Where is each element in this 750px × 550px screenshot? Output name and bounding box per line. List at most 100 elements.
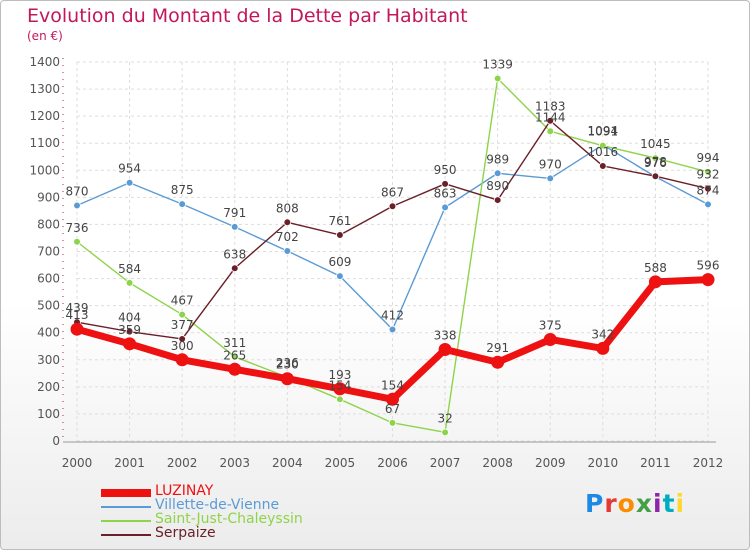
- data-point: [123, 337, 137, 351]
- legend-label: Villette-de-Vienne: [155, 497, 280, 513]
- y-tick-label: 1300: [29, 82, 60, 96]
- data-label: 342: [591, 327, 614, 341]
- data-label: 976: [644, 156, 667, 170]
- data-point: [336, 272, 344, 280]
- y-ticks: 0 100 200 300 400 500 600 700 800 900 1000 1100 1200…: [29, 55, 60, 448]
- data-label: 291: [486, 341, 509, 355]
- y-tick-label: 1100: [29, 136, 60, 150]
- data-label: 338: [434, 328, 457, 342]
- data-point: [336, 395, 344, 404]
- proxiti-logo: Proxiti: [585, 489, 685, 518]
- legend-swatch: [101, 534, 151, 536]
- data-point: [388, 202, 397, 211]
- x-tick-label: 2005: [325, 456, 356, 470]
- data-point: [493, 196, 502, 204]
- legend-label: Serpaize: [155, 525, 216, 541]
- data-point: [175, 353, 189, 367]
- data-point: [178, 200, 186, 208]
- x-tick-label: 2009: [535, 456, 566, 470]
- data-label: 154: [381, 378, 404, 392]
- x-tick-label: 2008: [482, 456, 513, 470]
- data-label: 791: [223, 206, 246, 220]
- x-tick-label: 2002: [167, 456, 198, 470]
- data-point: [441, 203, 449, 212]
- series-points: [70, 74, 715, 437]
- legend-swatch: [101, 520, 151, 522]
- data-point: [280, 372, 294, 386]
- data-label: 954: [118, 162, 141, 176]
- data-point: [493, 169, 502, 178]
- data-point: [333, 382, 347, 396]
- data-label: 989: [486, 152, 509, 166]
- y-tick-label: 300: [37, 353, 60, 367]
- data-label: 236: [276, 356, 299, 370]
- legend-swatch: [101, 489, 151, 497]
- y-tick-label: 1000: [29, 163, 60, 177]
- data-label: 736: [66, 221, 89, 235]
- y-tick-label: 500: [37, 299, 60, 313]
- data-label: 154: [328, 378, 351, 392]
- data-label: 67: [385, 402, 400, 416]
- data-point: [336, 231, 344, 239]
- logo-letter: i: [653, 489, 663, 518]
- x-tick-label: 2007: [430, 456, 461, 470]
- data-point: [596, 341, 610, 355]
- data-point: [491, 355, 505, 369]
- data-label: 870: [66, 184, 89, 198]
- data-label: 596: [697, 259, 720, 273]
- x-tick-label: 2011: [640, 456, 671, 470]
- data-point: [599, 162, 607, 170]
- legend-label: LUZINAY: [155, 483, 214, 499]
- data-label: 1091: [588, 125, 619, 139]
- logo-letter: x: [635, 489, 653, 518]
- x-tick-label: 2006: [377, 456, 408, 470]
- data-point: [388, 325, 397, 334]
- y-tick-label: 800: [37, 217, 60, 231]
- data-label: 404: [118, 311, 141, 325]
- data-point: [543, 332, 557, 346]
- data-label: 377: [171, 318, 194, 332]
- data-label: 584: [118, 262, 141, 276]
- data-label: 359: [118, 323, 141, 337]
- data-label: 230: [276, 358, 299, 372]
- data-point: [546, 174, 555, 183]
- data-point: [388, 419, 397, 427]
- logo-letter: r: [604, 489, 618, 518]
- data-point: [546, 116, 555, 125]
- data-label: 193: [328, 368, 351, 382]
- data-point: [283, 218, 292, 227]
- data-label: 863: [434, 186, 457, 200]
- data-point: [546, 127, 555, 136]
- x-tick-label: 2000: [62, 456, 93, 470]
- y-tick-label: 400: [37, 326, 60, 340]
- logo-letter: o: [617, 489, 636, 518]
- data-point: [73, 237, 81, 246]
- x-tick-label: 2012: [693, 456, 724, 470]
- x-ticks: 2000 2001 2002 2003 2004 2005 2006 2007 2008 2009…: [62, 456, 724, 470]
- data-label: 867: [381, 185, 404, 199]
- data-point: [704, 184, 712, 193]
- data-label: 32: [437, 411, 452, 425]
- x-tick-label: 2003: [219, 456, 250, 470]
- logo-letter: i: [675, 489, 686, 518]
- data-label: 1144: [535, 110, 566, 124]
- data-label: 375: [539, 318, 562, 332]
- legend-label: Saint-Just-Chaleyssin: [155, 511, 303, 527]
- data-point: [70, 322, 84, 336]
- data-label: 1016: [588, 145, 619, 159]
- data-label: 932: [697, 168, 720, 182]
- data-label: 875: [171, 183, 194, 197]
- data-point: [283, 247, 292, 255]
- data-point: [441, 180, 449, 188]
- data-label: 467: [171, 294, 194, 308]
- data-label: 609: [328, 255, 351, 269]
- data-label: 300: [171, 339, 194, 353]
- y-tick-label: 0: [52, 434, 60, 448]
- data-point: [230, 353, 239, 361]
- legend-swatch: [101, 506, 151, 508]
- data-label: 950: [434, 163, 457, 177]
- data-label: 1094: [588, 124, 619, 138]
- data-point: [441, 428, 449, 437]
- data-point: [125, 178, 134, 187]
